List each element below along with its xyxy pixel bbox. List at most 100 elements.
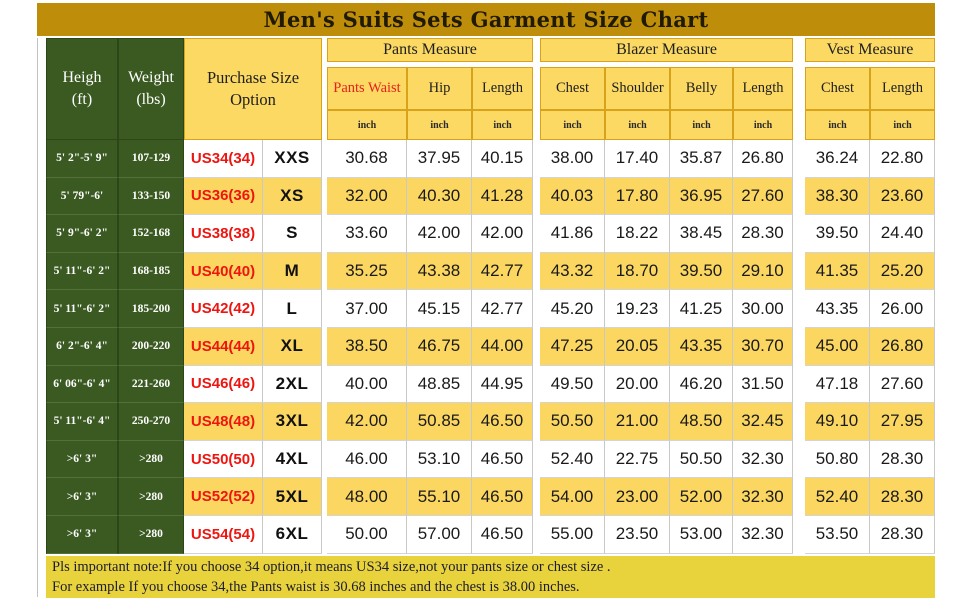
us-size-cell: US42(42) xyxy=(184,290,263,328)
column-gap xyxy=(533,327,540,366)
measure-value-cell: 42.77 xyxy=(472,290,533,328)
measure-value-cell: 36.95 xyxy=(670,177,733,216)
us-size-cell: US46(46) xyxy=(184,365,263,404)
measure-value-cell: 50.80 xyxy=(805,440,870,479)
us-size-cell: US52(52) xyxy=(184,478,263,516)
column-gap xyxy=(533,290,540,328)
measure-value-cell: 28.30 xyxy=(870,440,935,479)
measure-value-cell: 18.70 xyxy=(605,252,670,291)
measure-value-cell: 55.00 xyxy=(540,515,605,554)
height-cell: 5' 11"-6' 2" xyxy=(46,290,118,328)
measure-value-cell: 17.80 xyxy=(605,177,670,216)
measure-value-cell: 46.75 xyxy=(407,327,472,366)
measure-value-cell: 38.00 xyxy=(540,140,605,178)
column-gap xyxy=(322,252,327,291)
height-cell: 6' 2"-6' 4" xyxy=(46,327,118,366)
weight-cell: >280 xyxy=(118,478,184,516)
size-cell: 2XL xyxy=(263,365,322,404)
measure-value-cell: 23.00 xyxy=(605,478,670,516)
us-size-cell: US54(54) xyxy=(184,515,263,554)
column-gap xyxy=(533,403,540,441)
height-cell: 5' 2"-5' 9" xyxy=(46,140,118,178)
measure-value-cell: 48.85 xyxy=(407,365,472,404)
measure-value-cell: 45.15 xyxy=(407,290,472,328)
measure-value-cell: 42.77 xyxy=(472,252,533,291)
measure-value-cell: 50.00 xyxy=(327,515,407,554)
column-gap xyxy=(322,177,327,216)
column-gap xyxy=(533,252,540,291)
measure-value-cell: 19.23 xyxy=(605,290,670,328)
size-cell: L xyxy=(263,290,322,328)
height-cell: 6' 06"-6' 4" xyxy=(46,365,118,404)
column-gap xyxy=(793,365,805,404)
measure-value-cell: 40.30 xyxy=(407,177,472,216)
column-gap xyxy=(533,177,540,216)
measure-value-cell: 44.95 xyxy=(472,365,533,404)
height-cell: 5' 9"-6' 2" xyxy=(46,215,118,253)
measure-value-cell: 47.25 xyxy=(540,327,605,366)
measure-value-cell: 33.60 xyxy=(327,215,407,253)
unit-label: inch xyxy=(327,110,407,140)
unit-label: inch xyxy=(605,110,670,140)
measure-value-cell: 50.50 xyxy=(540,403,605,441)
measure-value-cell: 40.15 xyxy=(472,140,533,178)
measure-value-cell: 30.70 xyxy=(733,327,793,366)
measure-value-cell: 46.50 xyxy=(472,403,533,441)
size-cell: XL xyxy=(263,327,322,366)
col-header-shoulder: Shoulder xyxy=(605,67,670,110)
column-gap xyxy=(793,290,805,328)
measure-value-cell: 46.20 xyxy=(670,365,733,404)
measure-value-cell: 32.45 xyxy=(733,403,793,441)
column-gap xyxy=(793,515,805,554)
weight-cell: 250-270 xyxy=(118,403,184,441)
measure-value-cell: 38.30 xyxy=(805,177,870,216)
weight-cell: 168-185 xyxy=(118,252,184,291)
weight-cell: 152-168 xyxy=(118,215,184,253)
measure-value-cell: 46.50 xyxy=(472,440,533,479)
measure-value-cell: 54.00 xyxy=(540,478,605,516)
measure-value-cell: 26.80 xyxy=(733,140,793,178)
size-cell: 5XL xyxy=(263,478,322,516)
column-gap xyxy=(793,478,805,516)
measure-value-cell: 47.18 xyxy=(805,365,870,404)
unit-label: inch xyxy=(733,110,793,140)
header-row-gap xyxy=(327,62,935,67)
column-gap xyxy=(793,252,805,291)
measure-value-cell: 28.30 xyxy=(870,515,935,554)
measure-value-cell: 50.85 xyxy=(407,403,472,441)
col-header-pants-length: Length xyxy=(472,67,533,110)
measure-value-cell: 26.80 xyxy=(870,327,935,366)
column-gap xyxy=(322,327,327,366)
col-header-pants-waist: Pants Waist xyxy=(327,67,407,110)
us-size-cell: US36(36) xyxy=(184,177,263,216)
measure-value-cell: 55.10 xyxy=(407,478,472,516)
measure-value-cell: 27.95 xyxy=(870,403,935,441)
measure-value-cell: 36.24 xyxy=(805,140,870,178)
column-gap xyxy=(322,215,327,253)
column-gap xyxy=(322,440,327,479)
column-gap xyxy=(533,140,540,178)
weight-cell: 133-150 xyxy=(118,177,184,216)
measure-value-cell: 46.50 xyxy=(472,515,533,554)
measure-value-cell: 20.00 xyxy=(605,365,670,404)
us-size-cell: US48(48) xyxy=(184,403,263,441)
measure-value-cell: 31.50 xyxy=(733,365,793,404)
column-gap xyxy=(793,215,805,253)
note-line-2: For example If you choose 34,the Pants w… xyxy=(52,579,580,595)
footer-notes: Pls important note:If you choose 34 opti… xyxy=(46,556,935,598)
unit-label: inch xyxy=(805,110,870,140)
column-gap xyxy=(533,365,540,404)
col-header-belly: Belly xyxy=(670,67,733,110)
measure-value-cell: 35.87 xyxy=(670,140,733,178)
measure-value-cell: 24.40 xyxy=(870,215,935,253)
measure-value-cell: 41.35 xyxy=(805,252,870,291)
col-header-vest-chest: Chest xyxy=(805,67,870,110)
measure-value-cell: 20.05 xyxy=(605,327,670,366)
measure-value-cell: 28.30 xyxy=(870,478,935,516)
column-gap xyxy=(793,177,805,216)
measure-value-cell: 27.60 xyxy=(870,365,935,404)
unit-label: inch xyxy=(472,110,533,140)
us-size-cell: US38(38) xyxy=(184,215,263,253)
measure-value-cell: 39.50 xyxy=(670,252,733,291)
